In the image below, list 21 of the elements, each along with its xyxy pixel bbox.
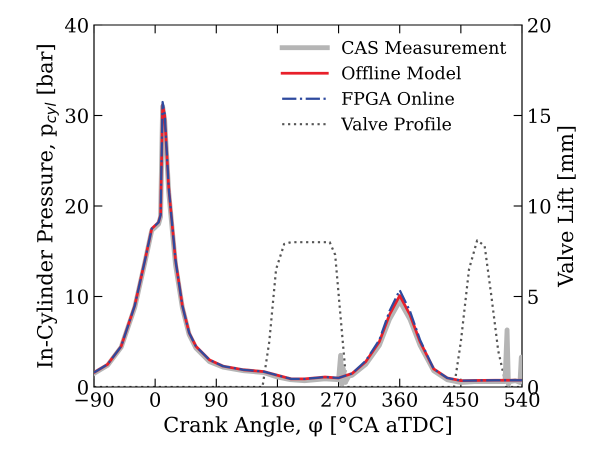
y2-tick-label: 15 (529, 108, 550, 124)
y2-tick-label: 20 (528, 18, 550, 33)
x-tick-label: 450 (442, 392, 478, 407)
y2-axis-title: Valve Lift [mm] (557, 126, 576, 288)
y-tick-label: 40 (64, 18, 88, 33)
legend-label: FPGA Online (342, 92, 454, 106)
legend-label: Offline Model (342, 66, 461, 80)
x-tick-label: 270 (321, 392, 356, 407)
legend-label: CAS Measurement (342, 40, 506, 54)
y-tick-label: 30 (66, 108, 88, 124)
y2-tick-label: 10 (529, 198, 550, 214)
x-tick-label: 180 (261, 392, 295, 407)
y-axis-title: In-Cylinder Pressure, p$_{cyl}$ [bar] (36, 45, 59, 368)
y-tick-label: 20 (66, 198, 88, 214)
legend-label: Valve Profile (341, 117, 452, 131)
y-tick-label: 10 (66, 289, 88, 304)
x-tick-label: 0 (150, 392, 160, 407)
y2-tick-label: 5 (528, 290, 538, 304)
x-tick-label: 360 (382, 392, 417, 407)
x-tick-label: 90 (205, 392, 228, 407)
x-axis-title: Crank Angle, φ [°CA aTDC] (164, 416, 451, 437)
